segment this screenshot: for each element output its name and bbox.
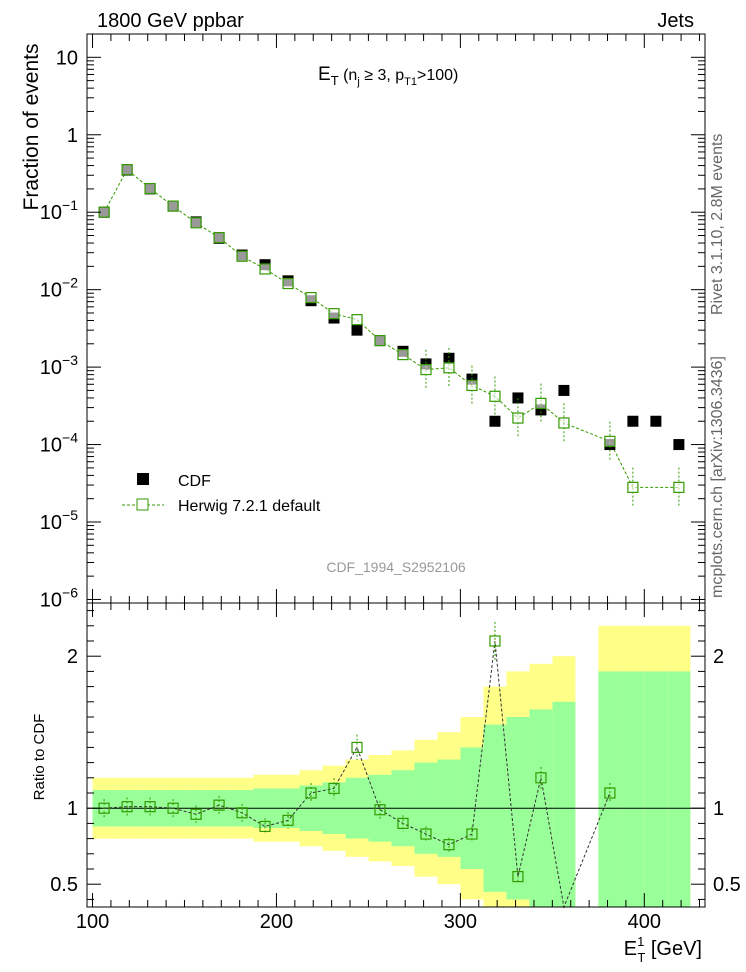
ratio-mc-point [144,801,156,813]
main-data-point [673,439,685,451]
ratio-ytick-label-right: 1 [713,798,724,820]
ratio-band-inner [667,671,691,907]
ratio-panel: 100 200 300 400 0.5 0.5 1 1 2 2 [50,602,741,933]
ratio-mc-point [121,801,133,813]
main-mc-point [443,362,455,374]
main-ytick-label: 10−4 [40,430,78,457]
ratio-mc-point [512,870,524,883]
ratio-ytick-label: 1 [67,798,78,820]
ratio-ytick-label: 2 [67,646,78,668]
main-mc-point [604,435,616,447]
main-data-point [558,384,570,396]
ratio-ylabel: Ratio to CDF [31,714,48,801]
legend-mc-marker [136,498,149,511]
ratio-mc-point [466,828,478,840]
main-mc-point [558,417,570,429]
ratio-xtick-label: 400 [628,911,661,933]
main-mc-line [103,168,679,488]
ratio-mc-point [282,814,294,826]
main-mc-point [374,334,386,347]
rivet-label: Rivet 3.1.10, 2.8M events [709,134,726,315]
legend-cdf-label: CDF [178,473,211,490]
xlabel: E1 T [GeV] [624,934,702,965]
main-mc-point [673,481,685,493]
ratio-xtick-label: 300 [444,911,477,933]
main-frame [86,33,706,604]
main-mc-point [466,379,478,392]
main-ytick-label: 10−6 [40,584,78,611]
main-data-point [351,324,363,336]
main-data-point [535,404,547,416]
ratio-mc-point [397,817,409,830]
plot-layer: 100 200 300 400 0.5 0.5 1 1 2 2 10 1 10−1 10−2 10−3 10−… [40,33,741,933]
main-data-point [650,415,662,427]
main-mc-point [535,397,547,409]
main-ytick-label: 10−2 [40,275,78,302]
ratio-band-inner [552,701,576,907]
ratio-mc-point [190,808,202,820]
main-title: ET (nj ≥ 3, pT1>100) [318,64,458,88]
main-ytick-label: 10−1 [40,197,78,224]
mcplots-label: mcplots.cern.ch [arXiv:1306.3436] [709,356,726,598]
ratio-ytick-label-right: 2 [713,646,724,668]
ratio-ytick-label: 0.5 [50,874,78,896]
header-right: Jets [657,10,694,32]
ratio-mc-point [351,741,363,754]
main-data-point [420,358,432,370]
main-mc-point [190,217,202,229]
ratio-mc-point [305,787,317,799]
ratio-xtick-label: 100 [76,911,109,933]
main-ylabel: Fraction of events [20,44,43,211]
main-mc-point [397,349,409,361]
ratio-mc-point [236,807,248,819]
legend: CDF Herwig 7.2.1 default [122,473,321,515]
ratio-band-inner [621,671,645,907]
main-data-point [627,415,639,427]
title-et: E [318,64,331,85]
header-left: 1800 GeV ppbar [97,10,244,32]
legend-mc-label: Herwig 7.2.1 default [178,498,321,515]
ratio-mc-point [604,787,616,799]
main-data-point [443,352,455,364]
main-data-point [489,415,501,427]
main-mc-point [213,232,225,244]
ratio-mc-line [104,640,611,909]
main-mc-point [144,182,156,195]
ratio-band-inner [598,671,622,907]
ratio-mc-point [535,772,547,784]
main-mc-point [236,250,248,262]
main-mc-point [627,481,639,493]
ratio-mc-point [213,799,225,811]
ratio-band-inner [644,671,668,907]
main-mc-point [420,363,432,376]
analysis-watermark: CDF_1994_S2952106 [326,559,466,575]
main-mc-point [351,314,363,326]
main-mc-point [512,412,524,424]
main-mc-point [121,163,133,176]
main-mc-point [282,277,294,290]
main-mc-point [328,308,340,320]
main-mc-point [489,390,501,402]
main-data-point [512,392,524,404]
ratio-mc-point [443,839,455,851]
ratio-mc-point [167,802,179,814]
ratio-mc-point [420,828,432,840]
ratio-mc-point [259,820,271,833]
main-mc-point [305,291,317,304]
main-mc-point [167,200,179,212]
ratio-mc-point [374,804,386,816]
ratio-mc-point [328,782,340,795]
ratio-xtick-label: 200 [260,911,293,933]
main-ytick-label: 10−3 [40,352,78,379]
main-panel: 10 1 10−1 10−2 10−3 10−4 10−5 10−6 [40,33,706,611]
ratio-ytick-label-right: 0.5 [713,874,741,896]
title-et-sub: T [331,73,339,88]
main-mc-point [259,263,271,275]
main-ytick-label: 1 [67,125,78,147]
main-ytick-label: 10 [56,47,78,69]
ratio-mc-point [489,635,501,647]
legend-cdf-marker [137,473,149,485]
main-ytick-label: 10−5 [40,507,78,534]
